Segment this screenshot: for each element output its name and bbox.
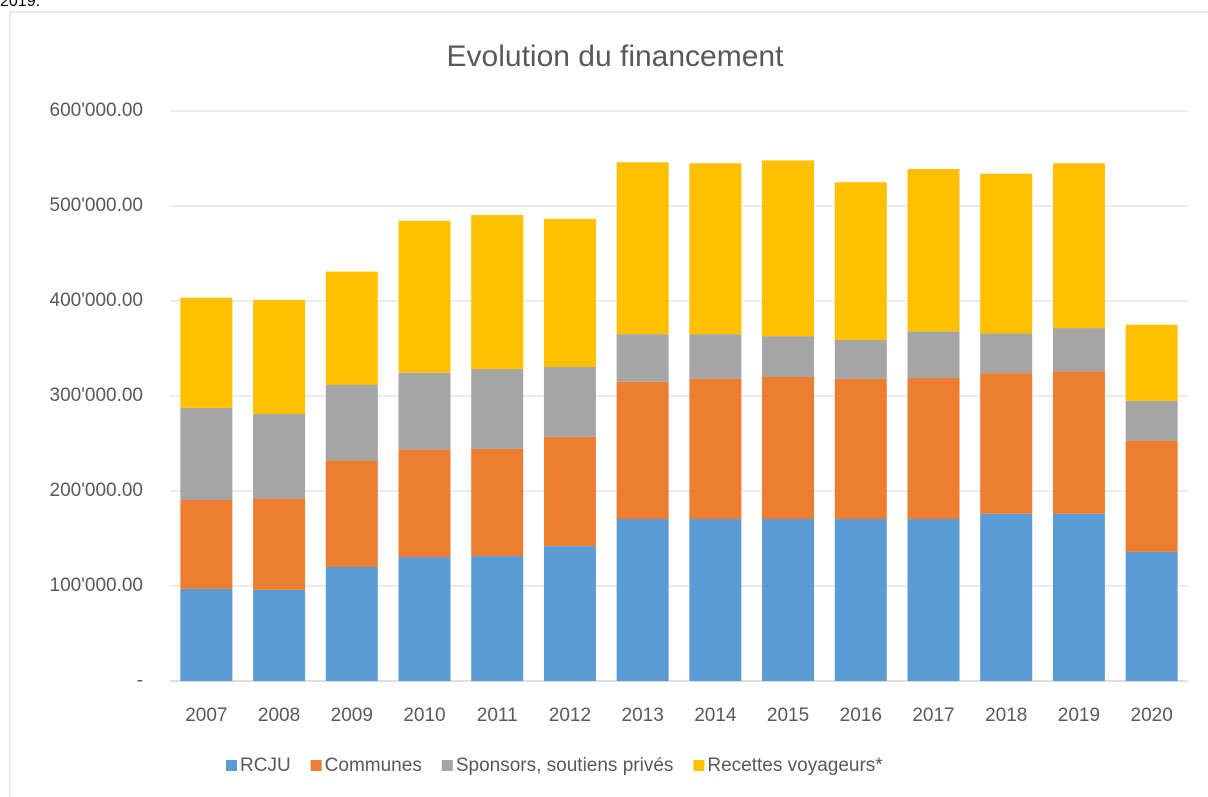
bar-segment [907,331,960,378]
bar-segment [543,218,596,368]
bar-segment [689,334,742,379]
bar-segment [1125,440,1178,552]
y-tick-label: 200'000.00 [50,480,143,501]
legend-swatch [226,760,237,771]
bar-segment [762,377,815,520]
bar-segment [1052,513,1105,681]
y-tick-label: - [137,670,143,691]
bar-segment [1125,400,1178,441]
x-tick-label: 2018 [985,705,1027,726]
bar-segment [762,519,815,681]
bar-segment [1125,324,1178,401]
bar-segment [398,220,451,373]
bar-segment [980,333,1033,374]
x-tick-label: 2012 [549,705,591,726]
legend-label: Communes [325,755,422,776]
y-tick-label: 500'000.00 [50,195,143,216]
legend-label: Sponsors, soutiens privés [456,755,674,776]
x-tick-label: 2008 [258,705,300,726]
x-tick-label: 2007 [185,705,227,726]
x-tick-label: 2016 [840,705,882,726]
x-tick-label: 2020 [1131,705,1173,726]
bar-segment [1125,551,1178,681]
bar-segment [1052,371,1105,514]
bar-segment [471,368,524,449]
bar-segment [325,384,378,461]
legend-swatch [310,760,322,771]
bar-segment [180,500,233,589]
bar-segment [616,162,669,335]
bar-segment [616,519,669,681]
bar-segment [834,519,887,681]
bar-segment [689,163,742,335]
legend-label: RCJU [240,755,291,776]
legend-label: Recettes voyageurs* [707,755,883,776]
bar-segment [398,557,451,681]
bar-segment [543,436,596,547]
x-tick-label: 2014 [694,705,737,726]
bar-segment [398,449,451,558]
x-tick-label: 2009 [331,705,373,726]
bar-segment [253,414,306,499]
bar-segment [907,168,960,332]
bar-segment [325,567,378,681]
bar-segment [471,215,524,369]
legend-swatch [441,760,453,771]
bar-segment [1052,328,1105,372]
bar-segment [834,339,887,379]
x-tick-label: 2017 [912,705,954,726]
bar-segment [325,271,378,385]
bar-segment [616,334,669,382]
bar-segment [471,556,524,681]
bar-segment [980,373,1033,514]
bar-segment [253,300,306,415]
bar-segment [834,182,887,340]
x-tick-label: 2011 [477,705,518,726]
bar-segment [689,378,742,520]
y-tick-label: 600'000.00 [50,100,143,121]
bar-segment [616,381,669,520]
bar-segment [762,160,815,337]
bar-segment [325,460,378,567]
bar-segment [543,367,596,437]
bar-segment [253,498,306,590]
header-text: 2019. [0,0,40,10]
bar-segment [834,378,887,520]
y-tick-label: 100'000.00 [50,575,143,596]
bar-segment [907,377,960,520]
x-tick-label: 2013 [622,705,664,726]
bar-segment [907,519,960,681]
bar-segment [689,519,742,681]
bar-segment [180,407,233,501]
bar-segment [180,297,233,408]
bar-segment [980,513,1033,681]
x-tick-label: 2019 [1058,705,1100,726]
bar-segment [398,372,451,450]
bar-segment [762,336,815,377]
x-tick-label: 2010 [403,705,445,726]
y-tick-label: 300'000.00 [50,385,143,406]
y-tick-label: 400'000.00 [50,290,143,311]
chart-title: Evolution du financement [447,40,785,73]
bar-segment [1052,163,1105,329]
bar-segment [471,448,524,557]
legend-swatch [693,760,705,771]
bar-segment [180,588,233,681]
bar-segment [980,173,1033,334]
bar-segment [253,589,306,681]
x-tick-label: 2015 [767,705,809,726]
bar-segment [543,546,596,681]
